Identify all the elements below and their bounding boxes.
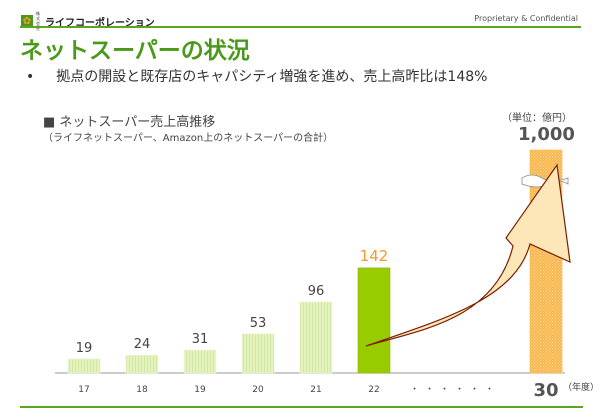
confidential-label: Proprietary & Confidential (474, 14, 578, 23)
data-label-17: 19 (76, 341, 93, 356)
bar-21 (299, 301, 333, 374)
page-title: ネットスーパーの状況 (20, 38, 250, 64)
tick-label-19: 19 (194, 385, 206, 395)
data-label-18: 24 (134, 337, 151, 352)
tick-label-18: 18 (136, 385, 148, 395)
axis-break-mark (521, 174, 569, 188)
footer-divider (20, 406, 583, 408)
tick-label-17: 17 (78, 385, 89, 395)
bar-20 (241, 333, 275, 374)
chart-title: ■ ネットスーパー売上高推移 (43, 115, 216, 130)
x-axis-unit: （年度） (563, 381, 599, 393)
data-label-21: 96 (308, 284, 325, 299)
target-value-label: 1,000 (518, 124, 575, 145)
data-label-22: 142 (360, 247, 389, 265)
header-divider (20, 26, 581, 28)
logo-prefix: 株式会社 (36, 11, 40, 31)
ellipsis: ・・・・・・ (410, 385, 500, 395)
company-logo: ✿ 株式会社 ライフコーポレーション (21, 11, 155, 31)
growth-arrow (365, 163, 571, 347)
tick-label-22: 22 (368, 385, 379, 395)
tick-label-20: 20 (252, 385, 264, 395)
data-label-19: 31 (192, 332, 209, 347)
bullet-content: 拠点の開設と既存店のキャパシティ増強を進め、売上高昨比は148% (56, 69, 488, 85)
bar-17 (67, 358, 101, 374)
bullet-marker: • (26, 69, 35, 85)
bar-18 (125, 354, 159, 374)
tick-label-21: 21 (310, 385, 321, 395)
company-name: ライフコーポレーション (45, 17, 155, 29)
unit-label: （単位：億円） (502, 113, 572, 124)
data-label-20: 53 (250, 316, 267, 331)
tick-label-30: 30 (533, 380, 558, 401)
bar-19 (183, 349, 217, 374)
bullet-text: • 拠点の開設と既存店のキャパシティ増強を進め、売上高昨比は148% (26, 66, 487, 86)
bar-22 (357, 267, 391, 374)
logo-icon: ✿ (21, 15, 33, 27)
chart-subtitle: （ライフネットスーパー、Amazon上のネットスーパーの合計） (43, 133, 334, 144)
